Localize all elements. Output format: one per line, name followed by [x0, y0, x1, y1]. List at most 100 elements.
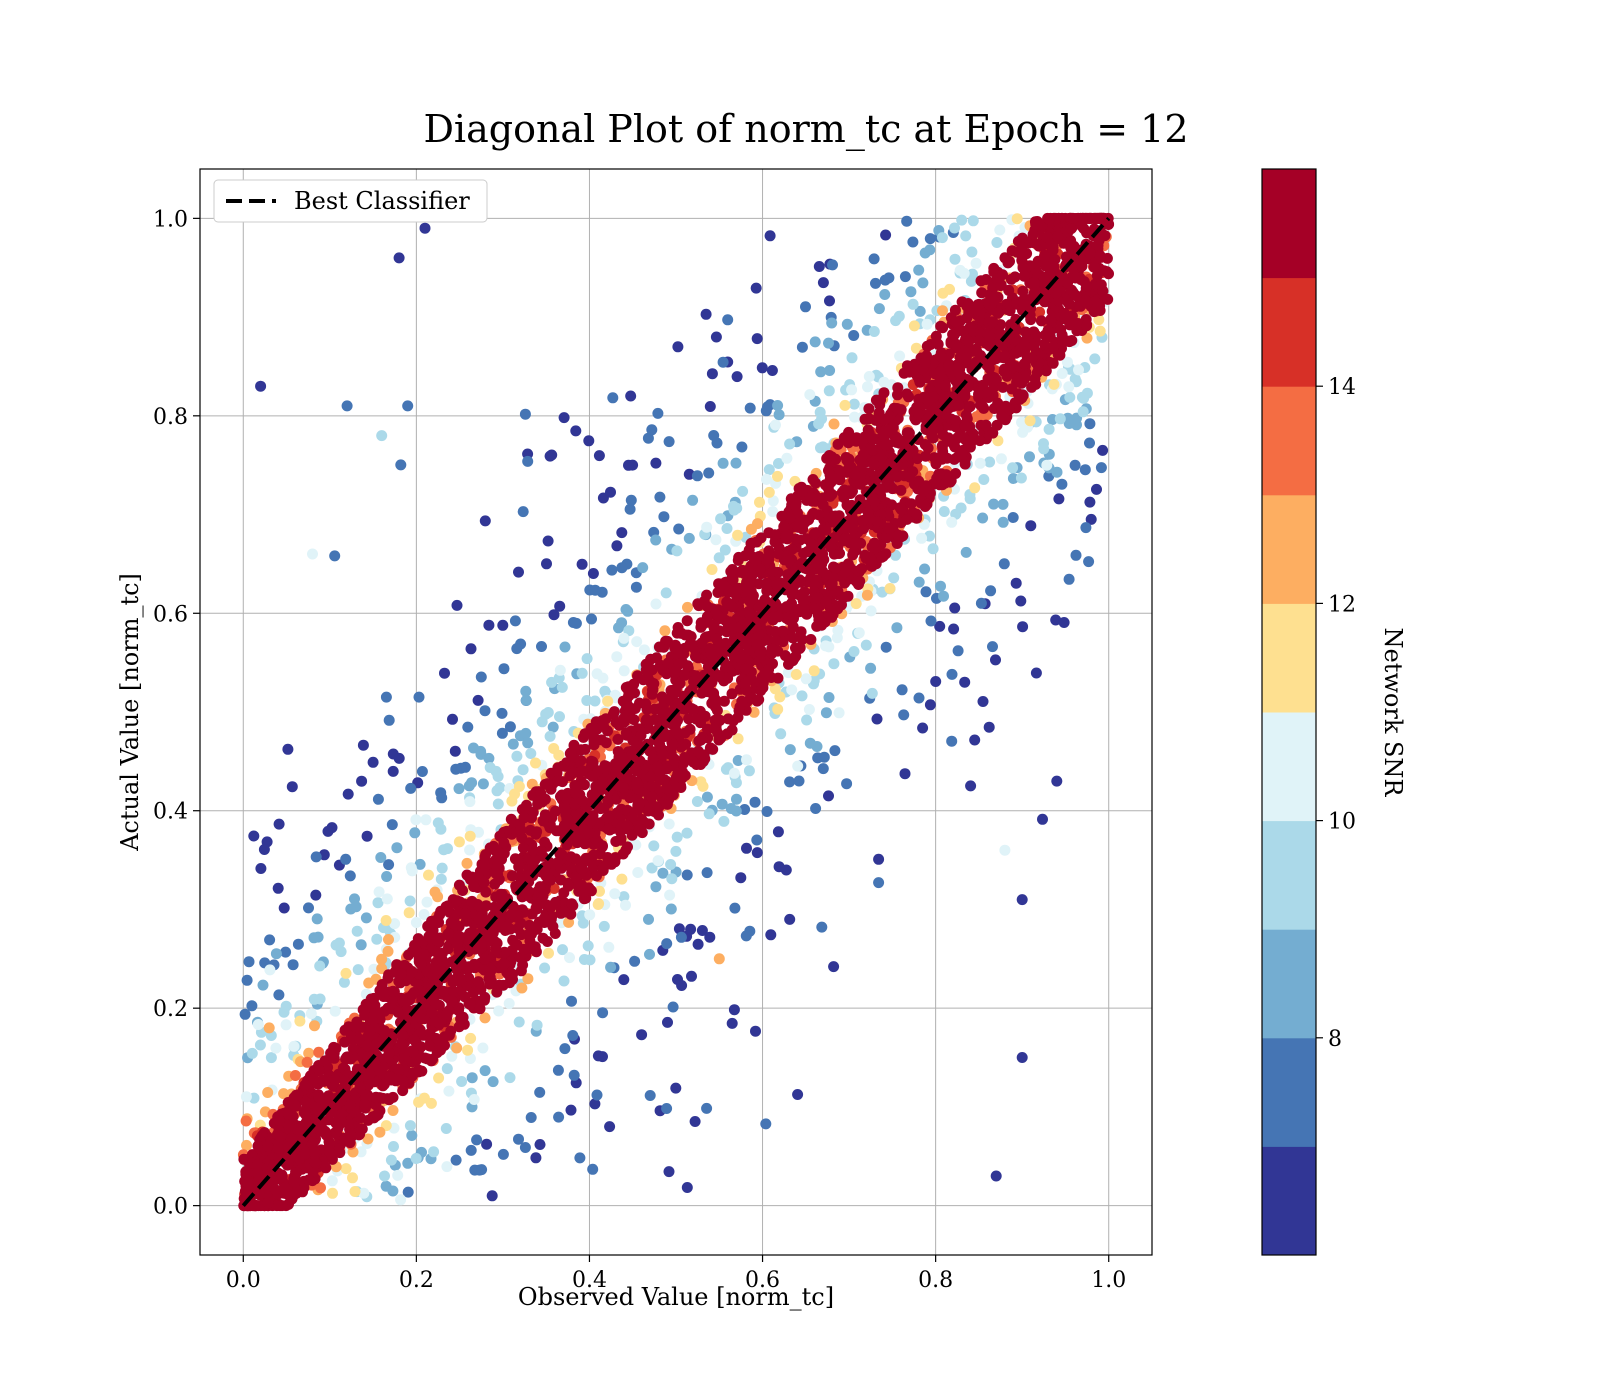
scatter-point [853, 627, 865, 639]
scatter-point [682, 601, 693, 613]
scatter-point [479, 859, 490, 871]
scatter-point [732, 755, 744, 766]
scatter-point [861, 589, 873, 601]
scatter-point [493, 1005, 505, 1017]
scatter-point [620, 682, 632, 693]
scatter-point [681, 869, 693, 881]
scatter-point [1008, 360, 1020, 372]
scatter-point [288, 1176, 300, 1188]
scatter-point [948, 623, 960, 635]
scatter-point [976, 287, 988, 299]
scatter-point [823, 337, 834, 349]
scatter-point [700, 308, 712, 320]
scatter-point [553, 749, 565, 761]
scatter-point [530, 902, 542, 914]
scatter-point [468, 987, 479, 999]
scatter-point [349, 1186, 361, 1197]
scatter-point [442, 943, 454, 955]
scatter-point [453, 1021, 465, 1033]
scatter-point [405, 862, 417, 874]
scatter-point [883, 272, 895, 284]
scatter-point [913, 576, 925, 588]
scatter-point [490, 867, 502, 879]
scatter-point [507, 968, 518, 980]
scatter-point [598, 862, 610, 873]
scatter-point [327, 1187, 338, 1199]
scatter-point [831, 632, 843, 644]
scatter-point [625, 390, 637, 402]
scatter-point [792, 760, 804, 772]
scatter-point [312, 931, 324, 943]
scatter-point [995, 280, 1007, 292]
scatter-point [311, 913, 323, 925]
scatter-point [949, 222, 960, 234]
scatter-point [329, 1005, 341, 1017]
scatter-point [701, 601, 713, 613]
scatter-point [788, 652, 800, 664]
scatter-point [541, 558, 552, 570]
scatter-point [378, 988, 390, 1000]
scatter-point [765, 929, 777, 941]
scatter-point [871, 516, 883, 527]
scatter-point [969, 734, 981, 746]
scatter-point [376, 430, 388, 442]
scatter-point [357, 1004, 369, 1016]
scatter-point [745, 523, 757, 535]
scatter-point [602, 695, 614, 707]
scatter-point [287, 959, 299, 971]
scatter-point [368, 992, 380, 1004]
scatter-point [696, 925, 708, 936]
scatter-point [305, 1008, 317, 1020]
scatter-point [711, 437, 723, 449]
scatter-point [1025, 520, 1037, 532]
scatter-point [324, 1138, 336, 1150]
scatter-point [383, 859, 395, 871]
scatter-point [1056, 270, 1068, 281]
scatter-point [1088, 261, 1100, 273]
scatter-point [848, 330, 860, 341]
scatter-point [920, 586, 932, 598]
scatter-point [276, 1171, 288, 1183]
scatter-point [499, 920, 511, 932]
scatter-point [778, 521, 790, 533]
scatter-point [567, 1030, 579, 1041]
scatter-point [704, 931, 716, 943]
scatter-point [435, 873, 447, 885]
scatter-point [671, 545, 683, 557]
scatter-point [965, 275, 977, 287]
scatter-point [734, 566, 746, 578]
scatter-point [294, 1015, 306, 1027]
scatter-point [865, 662, 877, 674]
scatter-point [1093, 314, 1105, 326]
scatter-point [465, 999, 476, 1011]
scatter-point [718, 695, 730, 707]
scatter-point [919, 563, 931, 575]
scatter-point [999, 252, 1011, 264]
scatter-point [375, 1007, 387, 1019]
scatter-point [796, 690, 808, 702]
scatter-point [850, 598, 862, 610]
scatter-point [381, 871, 393, 882]
scatter-point [1070, 549, 1082, 561]
scatter-point [813, 509, 825, 521]
scatter-point [1063, 381, 1075, 393]
scatter-point [899, 768, 911, 780]
scatter-point [1077, 406, 1089, 418]
scatter-point [733, 705, 745, 717]
scatter-point [311, 1101, 323, 1113]
scatter-point [288, 1040, 300, 1052]
scatter-point [729, 902, 741, 914]
scatter-point [824, 295, 835, 307]
scatter-point [946, 735, 958, 747]
scatter-point [393, 252, 405, 264]
scatter-point [354, 1033, 366, 1045]
scatter-point [578, 779, 590, 791]
scatter-point [442, 928, 454, 940]
scatter-point [950, 415, 962, 427]
scatter-point [949, 602, 961, 614]
scatter-point [817, 277, 829, 289]
scatter-point [568, 1069, 580, 1081]
scatter-point [1073, 364, 1084, 376]
scatter-point [557, 944, 568, 956]
scatter-point [445, 1025, 457, 1037]
